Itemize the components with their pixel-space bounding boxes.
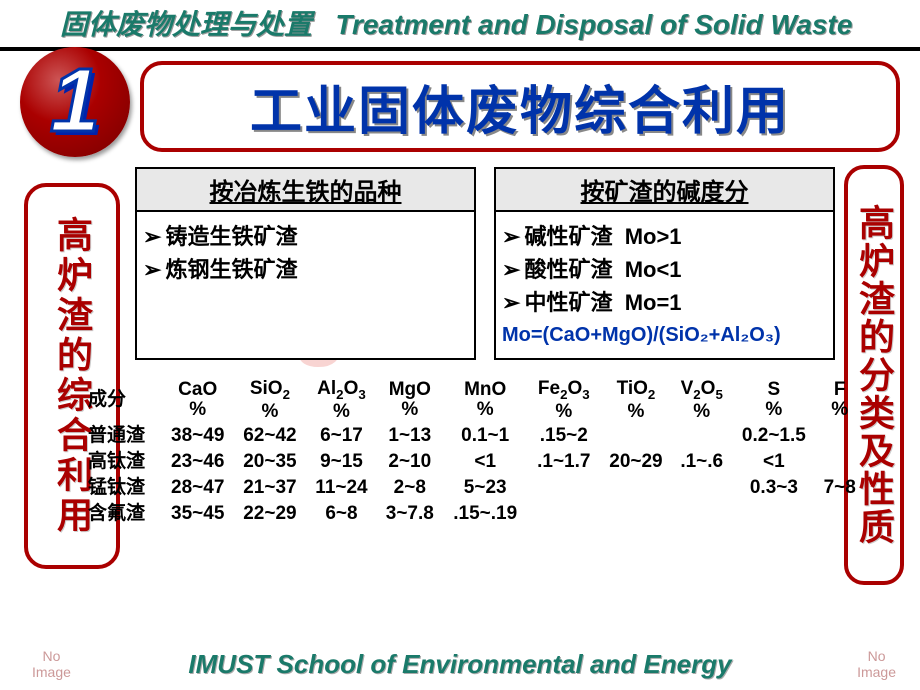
table-cell: 62~42	[234, 423, 306, 449]
table-cell: 锰钛渣	[85, 475, 162, 501]
table-cell	[731, 501, 816, 527]
table-cell: 23~46	[162, 449, 234, 475]
table-cell: <1	[443, 449, 528, 475]
table-header-cell: 成分	[85, 377, 162, 424]
table-header-cell: S%	[731, 377, 816, 424]
table-header-cell: TiO2%	[600, 377, 672, 424]
cat-left-item: ➢ 铸造生铁矿渣	[143, 220, 468, 253]
table-cell: 5~23	[443, 475, 528, 501]
table-cell: 0.2~1.5	[731, 423, 816, 449]
table-cell: 3~7.8	[377, 501, 443, 527]
table-cell: 9~15	[306, 449, 377, 475]
table-header-cell: V2O5%	[672, 377, 731, 424]
table-cell	[528, 475, 600, 501]
table-cell	[528, 501, 600, 527]
table-cell	[672, 423, 731, 449]
table-cell: 6~8	[306, 501, 377, 527]
table-cell	[816, 423, 863, 449]
table-cell: 2~10	[377, 449, 443, 475]
title-text: 工业固体废物综合利用	[250, 83, 790, 141]
category-right: 按矿渣的碱度分 ➢ 碱性矿渣 Mo>1 ➢ 酸性矿渣 Mo<1 ➢ 中性	[494, 167, 835, 360]
table-cell: 1~13	[377, 423, 443, 449]
table-row: 高钛渣23~4620~359~152~10<1.1~1.720~29.1~.6<…	[85, 449, 863, 475]
table-header-cell: SiO2%	[234, 377, 306, 424]
table-cell: 7~8	[816, 475, 863, 501]
table-header-cell: Al2O3%	[306, 377, 377, 424]
table-cell: 20~29	[600, 449, 672, 475]
table-cell: 38~49	[162, 423, 234, 449]
table-cell	[672, 501, 731, 527]
composition-table: 成分CaO%SiO2%Al2O3%MgO%MnO%Fe2O3%TiO2%V2O5…	[85, 377, 863, 527]
table-cell: 0.3~3	[731, 475, 816, 501]
bullet-icon: ➢	[143, 253, 161, 286]
table-cell: 含氟渣	[85, 501, 162, 527]
composition-table-wrap: 成分CaO%SiO2%Al2O3%MgO%MnO%Fe2O3%TiO2%V2O5…	[85, 377, 863, 527]
table-cell: 11~24	[306, 475, 377, 501]
table-cell: 高钛渣	[85, 449, 162, 475]
table-cell	[672, 475, 731, 501]
table-cell: 20~35	[234, 449, 306, 475]
main-area: 1 工业固体废物综合利用 高炉渣的综合利用 高炉渣的分类及性质 No Image…	[0, 57, 920, 617]
cat-right-item: ➢ 碱性矿渣 Mo>1	[502, 220, 827, 253]
table-cell	[816, 501, 863, 527]
table-cell: 28~47	[162, 475, 234, 501]
table-header-cell: MnO%	[443, 377, 528, 424]
bullet-icon: ➢	[502, 253, 520, 286]
table-cell: 2~8	[377, 475, 443, 501]
table-cell	[600, 423, 672, 449]
table-body: 普通渣38~4962~426~171~130.1~1.15~20.2~1.5高钛…	[85, 423, 863, 526]
section-number: 1	[50, 50, 100, 153]
table-cell: .15~.19	[443, 501, 528, 527]
table-cell	[600, 475, 672, 501]
category-row: 按冶炼生铁的品种 ➢ 铸造生铁矿渣 ➢ 炼钢生铁矿渣 按矿渣的碱度分 ➢	[135, 167, 835, 360]
title-box: 工业固体废物综合利用	[140, 61, 900, 152]
formula: Mo=(CaO+MgO)/(SiO₂+Al₂O₃)	[502, 323, 827, 348]
bullet-icon: ➢	[502, 286, 520, 319]
bullet-icon: ➢	[502, 220, 520, 253]
cat-right-body: ➢ 碱性矿渣 Mo>1 ➢ 酸性矿渣 Mo<1 ➢ 中性矿渣 Mo=1	[494, 210, 835, 360]
content-area: No Image 按冶炼生铁的品种 ➢ 铸造生铁矿渣 ➢ 炼钢生铁矿渣	[135, 167, 835, 587]
table-cell: 21~37	[234, 475, 306, 501]
no-image-placeholder-left: NoImage	[32, 649, 71, 680]
cat-right-item: ➢ 中性矿渣 Mo=1	[502, 286, 827, 319]
page-header: 固体废物处理与处置 Treatment and Disposal of Soli…	[0, 0, 920, 47]
cat-left-item: ➢ 炼钢生铁矿渣	[143, 253, 468, 286]
header-divider	[0, 47, 920, 51]
table-row: 普通渣38~4962~426~171~130.1~1.15~2 0.2~1.5	[85, 423, 863, 449]
table-head: 成分CaO%SiO2%Al2O3%MgO%MnO%Fe2O3%TiO2%V2O5…	[85, 377, 863, 424]
table-cell: 22~29	[234, 501, 306, 527]
table-cell	[600, 501, 672, 527]
table-cell: .15~2	[528, 423, 600, 449]
cat-right-item: ➢ 酸性矿渣 Mo<1	[502, 253, 827, 286]
header-en: Treatment and Disposal of Solid Waste	[335, 9, 852, 40]
table-cell: 35~45	[162, 501, 234, 527]
cat-left-head: 按冶炼生铁的品种	[135, 167, 476, 210]
table-header-cell: MgO%	[377, 377, 443, 424]
table-cell: 0.1~1	[443, 423, 528, 449]
table-row: 含氟渣35~4522~296~83~7.8.15~.19	[85, 501, 863, 527]
table-cell: 6~17	[306, 423, 377, 449]
table-cell: .1~1.7	[528, 449, 600, 475]
table-row: 锰钛渣28~4721~3711~242~85~23 0.3~37~8	[85, 475, 863, 501]
table-cell: <1	[731, 449, 816, 475]
table-cell: .1~.6	[672, 449, 731, 475]
no-image-placeholder-right: NoImage	[857, 649, 896, 680]
header-cn: 固体废物处理与处置	[60, 9, 312, 40]
cat-left-body: ➢ 铸造生铁矿渣 ➢ 炼钢生铁矿渣	[135, 210, 476, 360]
category-left: 按冶炼生铁的品种 ➢ 铸造生铁矿渣 ➢ 炼钢生铁矿渣	[135, 167, 476, 360]
section-number-badge: 1	[20, 47, 130, 157]
bullet-icon: ➢	[143, 220, 161, 253]
table-cell: 普通渣	[85, 423, 162, 449]
table-header-cell: F%	[816, 377, 863, 424]
cat-right-head: 按矿渣的碱度分	[494, 167, 835, 210]
table-cell	[816, 449, 863, 475]
footer-text: IMUST School of Environmental and Energy	[0, 649, 920, 680]
table-header-cell: Fe2O3%	[528, 377, 600, 424]
table-header-cell: CaO%	[162, 377, 234, 424]
